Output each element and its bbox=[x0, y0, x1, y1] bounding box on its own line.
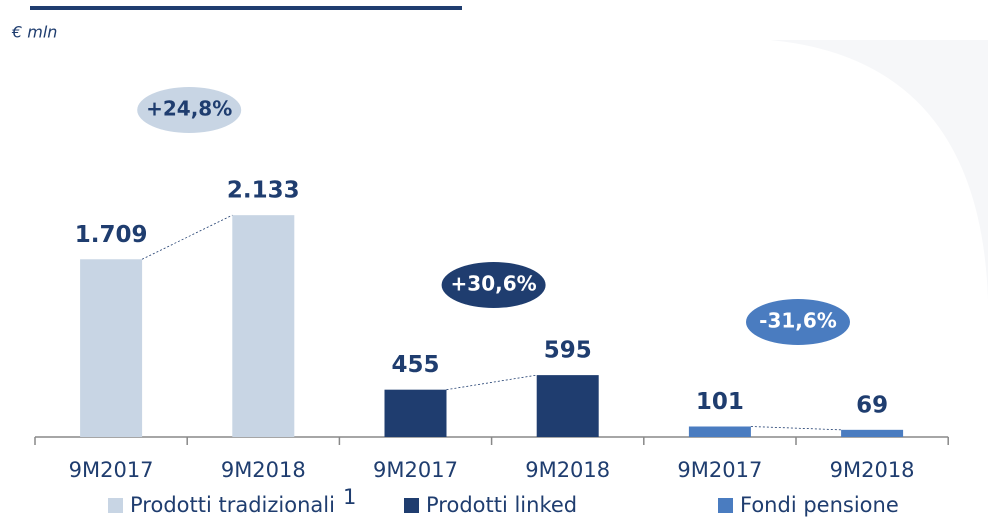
legend-swatch bbox=[718, 498, 733, 513]
title-underline bbox=[30, 6, 462, 10]
value-label: 1.709 bbox=[75, 222, 148, 248]
bar bbox=[80, 259, 143, 437]
background-logo bbox=[770, 40, 988, 300]
bar bbox=[688, 426, 751, 437]
change-label: -31,6% bbox=[759, 309, 837, 333]
legend-note: 1 bbox=[343, 485, 356, 509]
subtitle: € mln bbox=[11, 23, 57, 42]
x-tick-label: 9M2018 bbox=[830, 458, 915, 482]
bar bbox=[536, 375, 599, 437]
change-label: +30,6% bbox=[451, 272, 537, 296]
legend-label: Prodotti linked bbox=[426, 493, 577, 517]
bar bbox=[841, 429, 904, 437]
legend-swatch bbox=[404, 498, 419, 513]
x-tick-label: 9M2017 bbox=[677, 458, 762, 482]
change-bubble bbox=[137, 87, 242, 133]
legend-label: Fondi pensione bbox=[740, 493, 899, 517]
change-label: +24,8% bbox=[146, 97, 232, 121]
value-label: 455 bbox=[391, 352, 439, 378]
x-tick-label: 9M2017 bbox=[69, 458, 154, 482]
value-label: 69 bbox=[856, 392, 888, 418]
value-label: 101 bbox=[696, 389, 744, 415]
change-bubble bbox=[441, 262, 546, 308]
connector bbox=[750, 426, 842, 431]
connector bbox=[446, 374, 537, 391]
connector bbox=[141, 214, 233, 260]
bar bbox=[232, 215, 295, 437]
x-tick-label: 9M2018 bbox=[525, 458, 610, 482]
change-bubble bbox=[746, 299, 850, 345]
x-tick-label: 9M2017 bbox=[373, 458, 458, 482]
value-label: 595 bbox=[544, 338, 592, 364]
bar bbox=[384, 389, 447, 437]
legend-swatch bbox=[108, 498, 123, 513]
legend-label: Prodotti tradizionali bbox=[130, 493, 335, 517]
x-tick-label: 9M2018 bbox=[221, 458, 306, 482]
value-label: 2.133 bbox=[227, 178, 300, 204]
